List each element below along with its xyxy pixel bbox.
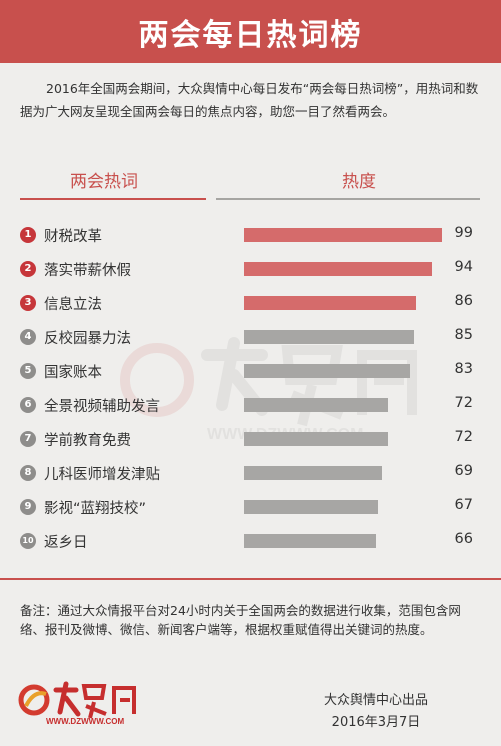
- watermark-swirl: [120, 343, 194, 417]
- heat-value: 66: [454, 531, 473, 547]
- page-title: 两会每日热词榜: [138, 18, 363, 53]
- logo-glyph-1: [53, 681, 81, 717]
- heat-bar: [244, 500, 378, 514]
- hot-word-label: 落实带薪休假: [44, 263, 131, 279]
- hot-word-row: 8 儿科医师增发津贴 69: [0, 461, 501, 487]
- rank-badge: 4: [20, 329, 36, 345]
- hot-word-row: 7 学前教育免费 72: [0, 427, 501, 453]
- heat-value: 72: [454, 429, 473, 445]
- hot-word-label: 信息立法: [44, 297, 102, 313]
- logo-glyph-3: [112, 686, 136, 714]
- rank-badge: 9: [20, 499, 36, 515]
- heat-value: 86: [454, 293, 473, 309]
- heat-value: 99: [454, 225, 473, 241]
- rank-badge: 2: [20, 261, 36, 277]
- rank-badge: 6: [20, 397, 36, 413]
- hot-word-row: 3 信息立法 86: [0, 291, 501, 317]
- heat-bar: [244, 466, 382, 480]
- publisher-text: 大众舆情中心出品: [323, 693, 428, 708]
- hot-word-row: 2 落实带薪休假 94: [0, 257, 501, 283]
- logo-glyph-2: [81, 684, 107, 719]
- keyword-column-header: 两会热词: [70, 172, 138, 192]
- logo-url: WWW.DZWWW.COM: [46, 717, 125, 726]
- heat-value: 72: [454, 395, 473, 411]
- header-rule-right: [216, 198, 480, 200]
- rank-badge: 7: [20, 431, 36, 447]
- rank-badge: 8: [20, 465, 36, 481]
- rank-badge: 3: [20, 295, 36, 311]
- heat-value: 85: [454, 327, 473, 343]
- hot-word-label: 国家账本: [44, 365, 102, 381]
- header-banner: 两会每日热词榜: [0, 0, 501, 63]
- hot-word-label: 全景视频辅助发言: [44, 399, 160, 415]
- footer-rule: [0, 578, 501, 580]
- heat-bar: [244, 228, 442, 242]
- rank-badge: 5: [20, 363, 36, 379]
- logo-swirl-icon: [18, 684, 50, 716]
- rank-badge: 10: [20, 533, 36, 549]
- header-rule-left: [20, 198, 206, 200]
- publish-date: 2016年3月7日: [331, 715, 421, 730]
- rank-badge: 1: [20, 227, 36, 243]
- intro-text: 2016年全国两会期间，大众舆情中心每日发布“两会每日热词榜”，用热词和数据为广…: [20, 81, 479, 119]
- hot-word-label: 影视“蓝翔技校”: [44, 501, 147, 517]
- hot-word-label: 返乡日: [44, 535, 88, 551]
- heat-bar: [244, 262, 432, 276]
- intro-paragraph: 2016年全国两会期间，大众舆情中心每日发布“两会每日热词榜”，用热词和数据为广…: [20, 77, 485, 123]
- hot-word-label: 儿科医师增发津贴: [44, 467, 160, 483]
- hot-word-label: 学前教育免费: [44, 433, 131, 449]
- heat-value: 69: [454, 463, 473, 479]
- heat-value: 83: [454, 361, 473, 377]
- logo-swirl-accent: [24, 691, 47, 707]
- hot-word-row: 5 国家账本 83: [0, 359, 501, 385]
- hot-word-label: 财税改革: [44, 229, 102, 245]
- heat-value: 94: [454, 259, 473, 275]
- heat-bar: [244, 296, 416, 310]
- heat-bar: [244, 330, 414, 344]
- footnote: 备注：通过大众情报平台对24小时内关于全国两会的数据进行收集，范围包含网络、报刊…: [20, 603, 461, 637]
- credit-block: 大众舆情中心出品 2016年3月7日: [316, 690, 436, 734]
- hot-word-row: 10 返乡日 66: [0, 529, 501, 555]
- heat-column-header: 热度: [342, 172, 376, 192]
- hot-word-label: 反校园暴力法: [44, 331, 131, 347]
- hot-word-row: 1 财税改革 99: [0, 223, 501, 249]
- hot-word-row: 9 影视“蓝翔技校” 67: [0, 495, 501, 521]
- hot-word-row: 4 反校园暴力法 85: [0, 325, 501, 351]
- dzwww-logo: WWW.DZWWW.COM: [18, 681, 136, 726]
- heat-value: 67: [454, 497, 473, 513]
- heat-bar: [244, 398, 388, 412]
- heat-bar: [244, 432, 388, 446]
- heat-bar: [244, 534, 376, 548]
- heat-bar: [244, 364, 410, 378]
- hot-word-row: 6 全景视频辅助发言 72: [0, 393, 501, 419]
